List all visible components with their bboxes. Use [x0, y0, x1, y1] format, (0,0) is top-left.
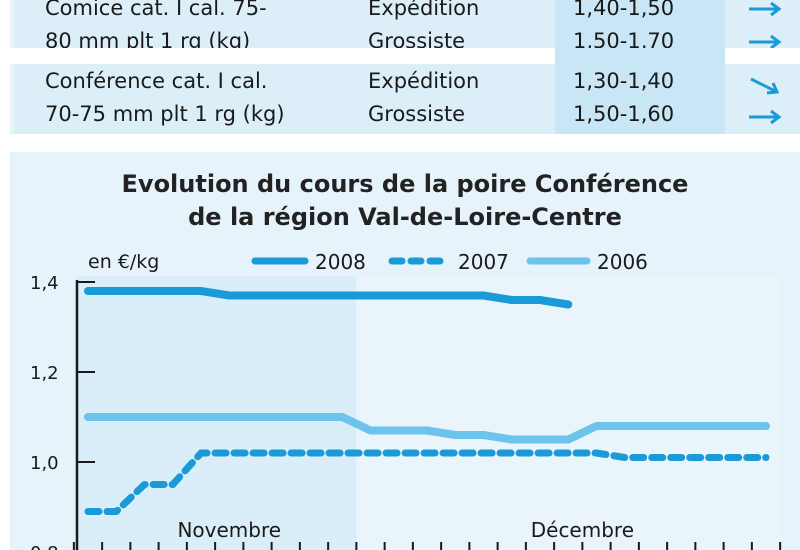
chart-title-line-1: Evolution du cours de la poire Conférenc…	[121, 170, 689, 198]
month-label: Décembre	[531, 518, 634, 542]
legend-label-2006: 2006	[597, 250, 648, 274]
table-row: Conférence cat. I cal. 70-75 mm plt 1 rg…	[10, 65, 800, 127]
y-tick-label: 1,2	[30, 363, 59, 384]
product-label: 70-75 mm plt 1 rg (kg)	[45, 102, 285, 126]
y-tick-label: 1,4	[30, 273, 59, 294]
chart-title-line-2: de la région Val-de-Loire-Centre	[188, 203, 622, 231]
price-range: 1,40-1,50	[573, 0, 675, 20]
product-label: Comice cat. I cal. 75-	[45, 0, 267, 20]
price-range: 1,50-1,60	[573, 102, 675, 126]
table-left-rule	[10, 0, 14, 134]
product-label: Conférence cat. I cal.	[45, 69, 268, 93]
series-line-2008	[84, 287, 573, 309]
price-column-band	[555, 48, 725, 64]
y-tick-label: 1,0	[30, 453, 59, 474]
month-band-december	[356, 276, 780, 550]
price-range: 1,30-1,40	[573, 69, 675, 93]
price-column-band	[555, 0, 725, 134]
market-label: Expédition	[368, 69, 480, 93]
series-line-2006	[84, 413, 770, 444]
price-table: Comice cat. I cal. 75- 80 mm plt 1 rg (k…	[10, 0, 800, 134]
trend-right-arrow-icon	[749, 109, 782, 125]
legend-label-2008: 2008	[315, 250, 366, 274]
legend-label-2007: 2007	[458, 250, 509, 274]
market-label: Expédition	[368, 0, 480, 20]
trend-right-arrow-icon	[749, 34, 782, 50]
market-label: Grossiste	[368, 102, 466, 126]
y-tick-label: 0,8	[30, 543, 59, 550]
month-label: Novembre	[177, 518, 281, 542]
trend-down-right-arrow-icon	[750, 77, 780, 95]
series-line-2007	[84, 449, 770, 515]
trend-right-arrow-icon	[749, 1, 782, 17]
unit-label: en €/kg	[88, 251, 159, 273]
